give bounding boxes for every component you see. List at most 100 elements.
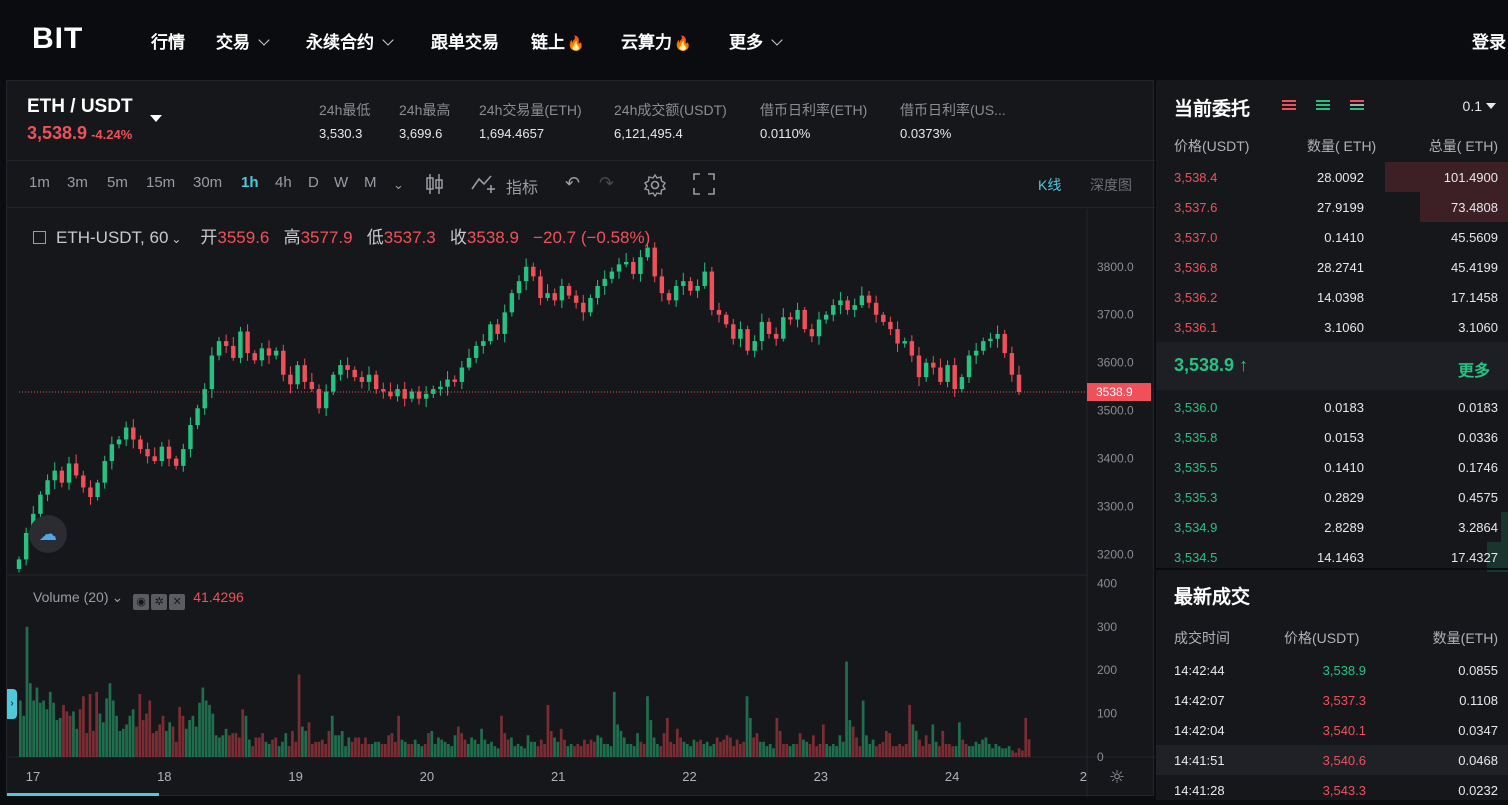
chevron-down-icon[interactable]: ⌄ (171, 232, 182, 246)
login-button[interactable]: 登录 (1472, 33, 1506, 52)
trade-row[interactable]: 14:42:07 3,537.3 0.1108 (1156, 685, 1508, 715)
volume-bar (281, 741, 284, 757)
legend-high-value: 3577.9 (300, 228, 353, 247)
tab-depth-chart[interactable]: 深度图 (1090, 177, 1132, 193)
volume-bar (500, 715, 503, 757)
indicators-button[interactable]: 指标 (506, 180, 539, 197)
volume-bar (188, 720, 191, 757)
undo-icon[interactable]: ↶ (565, 173, 581, 193)
ask-row[interactable]: 3,536.1 3.1060 3.1060 (1156, 312, 1508, 342)
volume-bar (317, 741, 321, 757)
timeframe-30m[interactable]: 30m (193, 174, 223, 191)
volume-bar (778, 730, 782, 757)
pair-selector[interactable]: ETH / USDT (27, 96, 133, 117)
caret-down-icon[interactable] (150, 115, 162, 122)
volume-bar (938, 746, 941, 757)
ask-row[interactable]: 3,536.2 14.0398 17.1458 (1156, 282, 1508, 312)
timeframe-5m[interactable]: 5m (107, 174, 128, 191)
nav-item-perpetual[interactable]: 永续合约 (306, 28, 394, 53)
volume-bar (692, 739, 696, 757)
tradingview-logo-icon[interactable]: ☁ (29, 515, 67, 553)
bid-row[interactable]: 3,535.5 0.1410 0.1746 (1156, 452, 1508, 482)
ask-row[interactable]: 3,537.0 0.1410 45.5609 (1156, 222, 1508, 252)
volume-bar (722, 739, 726, 757)
nav-item-trade[interactable]: 交易 (216, 28, 270, 53)
bid-row[interactable]: 3,535.8 0.0153 0.0336 (1156, 422, 1508, 452)
precision-selector[interactable]: 0.1 (1463, 98, 1496, 114)
orderbook-mode-both-icon[interactable] (1350, 100, 1366, 114)
nav-item-more[interactable]: 更多 (729, 28, 783, 53)
volume-bar (171, 726, 175, 757)
nav-item-copy-trading[interactable]: 跟单交易 (431, 28, 499, 53)
more-button[interactable]: 更多 (1457, 363, 1490, 380)
volume-bar (629, 743, 633, 757)
collapse-icon[interactable] (33, 231, 46, 244)
trade-time: 14:42:04 (1174, 723, 1225, 738)
ask-row[interactable]: 3,537.6 27.9199 73.4808 (1156, 192, 1508, 222)
volume-bar (390, 733, 394, 757)
stat-24h-volume: 24h交易量(ETH) 1,694.4657 (479, 100, 582, 141)
ask-price: 3,537.0 (1174, 230, 1218, 245)
stat-24h-turnover: 24h成交额(USDT) 6,121,495.4 (614, 100, 727, 141)
timeframe-d[interactable]: D (308, 174, 319, 191)
timeframe-3m[interactable]: 3m (67, 174, 88, 191)
close-icon[interactable]: ✕ (169, 594, 186, 610)
gear-icon[interactable]: ✲ (151, 594, 168, 610)
ask-total: 73.4808 (1451, 200, 1498, 215)
trade-row[interactable]: 14:41:28 3,543.3 0.0232 (1156, 775, 1508, 805)
volume-label[interactable]: Volume (20) (33, 589, 109, 605)
ask-total: 45.5609 (1451, 230, 1498, 245)
trade-row[interactable]: 14:41:51 3,540.6 0.0468 (1156, 745, 1508, 775)
candle-body (523, 266, 529, 282)
nav-item-cloud-mining[interactable]: 云算力 🔥 (621, 28, 691, 53)
timeframe-m[interactable]: M (364, 174, 377, 191)
tab-kline[interactable]: K线 (1038, 177, 1062, 193)
chart-area[interactable]: 3800.0 3700.0 3600.0 3500.0 3400.0 3300.0 3200… (7, 209, 1155, 797)
ask-qty: 28.0092 (1317, 170, 1364, 185)
nav-item-markets[interactable]: 行情 (151, 28, 185, 53)
eye-icon[interactable]: ◉ (133, 594, 150, 610)
nav-item-onchain[interactable]: 链上 🔥 (531, 28, 584, 53)
candle-body (609, 271, 615, 279)
timeframe-15m[interactable]: 15m (146, 174, 176, 191)
candle-body (288, 374, 293, 385)
volume-bar (911, 724, 915, 757)
candlestick-chart[interactable]: 3800.0 3700.0 3600.0 3500.0 3400.0 3300.0 3200… (7, 209, 1155, 797)
ask-row[interactable]: 3,536.8 28.2741 45.4199 (1156, 252, 1508, 282)
trade-row[interactable]: 14:42:04 3,540.1 0.0347 (1156, 715, 1508, 745)
candle-body (245, 331, 250, 354)
volume-bar (254, 737, 258, 757)
candle-body (745, 329, 750, 351)
timeframe-1m[interactable]: 1m (29, 174, 50, 191)
candlestick-type-icon[interactable] (425, 173, 445, 200)
timeframe-4h[interactable]: 4h (275, 174, 292, 191)
legend-symbol[interactable]: ETH-USDT, 60 (56, 228, 169, 247)
ask-price: 3,538.4 (1174, 170, 1218, 185)
orderbook-mode-asks-icon[interactable] (1282, 100, 1298, 114)
bid-row[interactable]: 3,535.3 0.2829 0.4575 (1156, 482, 1508, 512)
sun-settings-icon[interactable]: ☼ (1109, 767, 1125, 788)
chevron-down-icon[interactable]: ⌄ (111, 589, 124, 605)
chevron-right-icon[interactable]: › (7, 689, 17, 719)
volume-bar (350, 741, 354, 757)
timeframe-1h[interactable]: 1h (241, 174, 259, 191)
volume-bar (1017, 748, 1021, 757)
timeframe-w[interactable]: W (334, 174, 349, 191)
volume-bar (68, 715, 72, 757)
volume-bar (931, 724, 935, 757)
candle-body (959, 377, 965, 390)
trade-row[interactable]: 14:42:44 3,538.9 0.0855 (1156, 655, 1508, 685)
bid-row[interactable]: 3,536.0 0.0183 0.0183 (1156, 392, 1508, 422)
bid-row[interactable]: 3,534.5 14.1463 17.4327 (1156, 542, 1508, 572)
chevron-down-icon[interactable]: ⌄ (393, 177, 404, 192)
indicator-icon[interactable] (471, 173, 497, 198)
fullscreen-icon[interactable] (693, 173, 715, 200)
stat-borrow-rate-usdt: 借币日利率(US... 0.0373% (900, 100, 1006, 141)
redo-icon[interactable]: ↷ (599, 173, 615, 193)
logo[interactable]: BIT (32, 22, 84, 55)
orderbook-mode-bids-icon[interactable] (1316, 100, 1332, 114)
ask-row[interactable]: 3,538.4 28.0092 101.4900 (1156, 162, 1508, 192)
volume-bar (775, 717, 779, 757)
gear-icon[interactable] (643, 173, 667, 202)
bid-row[interactable]: 3,534.9 2.8289 3.2864 (1156, 512, 1508, 542)
